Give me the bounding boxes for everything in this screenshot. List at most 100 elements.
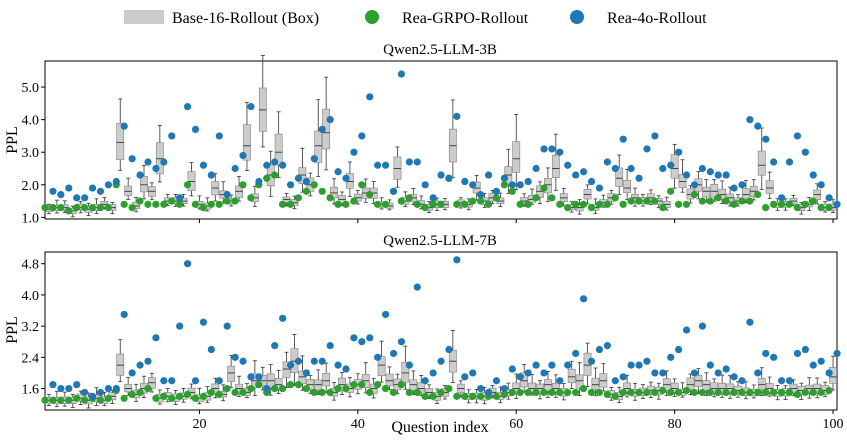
base-box xyxy=(702,372,711,396)
grpo-point xyxy=(746,388,754,397)
box-iqr xyxy=(116,123,125,161)
fouro-point xyxy=(199,318,208,326)
grpo-point xyxy=(358,181,366,189)
base-box xyxy=(282,351,291,388)
grpo-point xyxy=(595,200,603,208)
grpo-point xyxy=(342,200,350,208)
grpo-point xyxy=(714,388,722,397)
fouro-point xyxy=(532,361,540,369)
grpo-point xyxy=(49,203,57,212)
grpo-point xyxy=(144,384,152,393)
fouro-point xyxy=(176,194,184,202)
fouro-point xyxy=(770,353,778,361)
grpo-point xyxy=(572,200,580,208)
grpo-point xyxy=(381,384,390,393)
grpo-point xyxy=(57,396,65,404)
x-tick-label: 20 xyxy=(192,417,206,432)
grpo-point xyxy=(508,388,516,397)
fouro-point xyxy=(508,181,516,189)
fouro-point xyxy=(88,392,97,400)
grpo-point xyxy=(674,388,683,397)
fouro-point xyxy=(397,338,406,346)
grpo-point xyxy=(278,384,287,393)
grpo-point xyxy=(310,388,318,397)
grpo-point xyxy=(801,200,809,208)
fouro-point xyxy=(421,377,429,385)
grpo-point xyxy=(706,197,714,205)
grpo-point xyxy=(564,203,572,212)
grpo-point xyxy=(516,200,524,208)
fouro-point xyxy=(461,177,469,186)
box-iqr xyxy=(702,380,711,391)
box-iqr xyxy=(765,180,774,194)
grpo-point xyxy=(437,388,445,397)
base-box xyxy=(496,192,505,207)
grpo-point xyxy=(413,388,421,397)
base-box xyxy=(298,355,307,391)
fouro-point xyxy=(342,174,350,182)
base-box xyxy=(243,102,251,172)
fouro-point xyxy=(540,145,548,153)
fouro-point xyxy=(500,174,508,182)
fouro-point xyxy=(619,135,627,143)
fouro-point xyxy=(144,357,152,365)
box-iqr xyxy=(124,185,133,196)
fouro-point xyxy=(112,177,120,186)
fouro-point xyxy=(825,369,833,377)
legend-grpo-dot xyxy=(365,10,379,24)
grpo-point xyxy=(730,200,738,208)
grpo-point xyxy=(635,197,643,205)
fouro-point xyxy=(682,171,691,179)
fouro-point xyxy=(785,158,794,166)
grpo-point xyxy=(579,384,588,393)
fouro-point xyxy=(294,357,303,365)
grpo-point xyxy=(516,388,524,397)
grpo-point xyxy=(152,394,160,402)
grpo-point xyxy=(738,388,746,397)
grpo-point xyxy=(326,194,334,202)
fouro-point xyxy=(572,349,580,358)
fouro-point xyxy=(294,174,303,182)
fouro-point xyxy=(112,384,120,393)
fouro-point xyxy=(374,161,382,169)
fouro-point xyxy=(191,377,200,385)
base-box xyxy=(385,366,394,391)
box-iqr xyxy=(551,154,560,178)
fouro-point xyxy=(358,338,366,346)
grpo-point xyxy=(476,392,485,400)
grpo-point xyxy=(730,388,738,397)
grpo-point xyxy=(532,194,540,202)
grpo-point xyxy=(564,388,572,397)
fouro-point xyxy=(580,295,588,303)
grpo-point xyxy=(627,388,635,397)
grpo-point xyxy=(176,392,184,400)
fouro-point xyxy=(413,158,421,166)
grpo-point xyxy=(738,197,746,205)
fouro-point xyxy=(168,377,176,385)
base-box xyxy=(338,371,346,395)
box-iqr xyxy=(417,382,426,393)
box-iqr xyxy=(385,373,394,387)
fouro-point xyxy=(572,171,580,179)
fouro-point xyxy=(334,361,342,369)
base-box xyxy=(583,342,592,387)
grpo-point xyxy=(595,388,603,397)
grpo-point xyxy=(421,203,429,212)
fouro-point xyxy=(120,310,128,319)
grpo-point xyxy=(484,200,493,208)
grpo-point xyxy=(635,388,643,397)
fouro-point xyxy=(595,184,604,192)
grpo-point xyxy=(342,384,350,393)
grpo-point xyxy=(651,388,659,397)
base-box xyxy=(591,367,600,397)
box-iqr xyxy=(322,372,331,387)
base-box xyxy=(702,179,711,203)
base-box xyxy=(536,181,544,205)
base-box xyxy=(409,188,418,206)
grpo-point xyxy=(722,197,730,205)
base-box xyxy=(148,372,156,393)
fouro-point xyxy=(587,177,596,186)
grpo-point xyxy=(682,386,691,395)
fouro-point xyxy=(690,181,699,189)
